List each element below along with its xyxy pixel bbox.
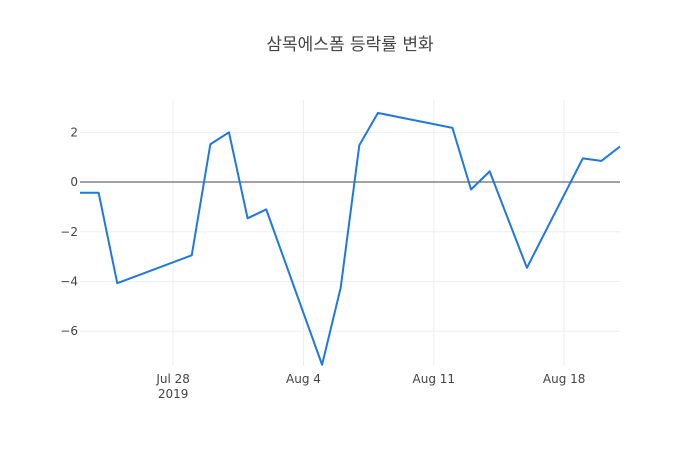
y-tick-label: 2 <box>70 125 78 139</box>
data-point[interactable] <box>319 362 325 368</box>
data-point[interactable] <box>245 215 251 221</box>
data-point[interactable] <box>468 187 474 193</box>
data-point[interactable] <box>338 285 344 291</box>
x-tick-label: Aug 18 <box>543 372 586 386</box>
data-point[interactable] <box>96 190 102 196</box>
data-point[interactable] <box>207 141 213 147</box>
data-point[interactable] <box>617 143 623 149</box>
y-tick-label: 0 <box>70 175 78 189</box>
x-tick-sublabel: 2019 <box>158 387 189 401</box>
chart-title: 삼목에스폼 등락률 변화 <box>266 35 434 55</box>
data-point[interactable] <box>375 110 381 116</box>
data-point[interactable] <box>114 280 120 286</box>
data-point[interactable] <box>449 125 455 131</box>
data-point[interactable] <box>524 265 530 271</box>
data-point[interactable] <box>580 155 586 161</box>
line-layer <box>77 110 623 368</box>
x-tick-label: Jul 28 <box>155 372 190 386</box>
data-point[interactable] <box>189 252 195 258</box>
x-tick-label: Aug 11 <box>413 372 456 386</box>
data-point[interactable] <box>598 158 604 164</box>
data-point[interactable] <box>226 129 232 135</box>
y-tick-label: −2 <box>60 225 78 239</box>
y-tick-label: −6 <box>60 324 78 338</box>
data-point[interactable] <box>487 168 493 174</box>
data-point[interactable] <box>77 190 83 196</box>
data-point[interactable] <box>356 142 362 148</box>
x-tick-label: Aug 4 <box>286 372 321 386</box>
grid-layer <box>80 100 620 366</box>
data-point[interactable] <box>263 206 269 212</box>
series-line <box>80 111 621 366</box>
y-axis-ticks: 2 0 −2 −4 −6 <box>60 125 78 338</box>
y-tick-label: −4 <box>60 274 78 288</box>
